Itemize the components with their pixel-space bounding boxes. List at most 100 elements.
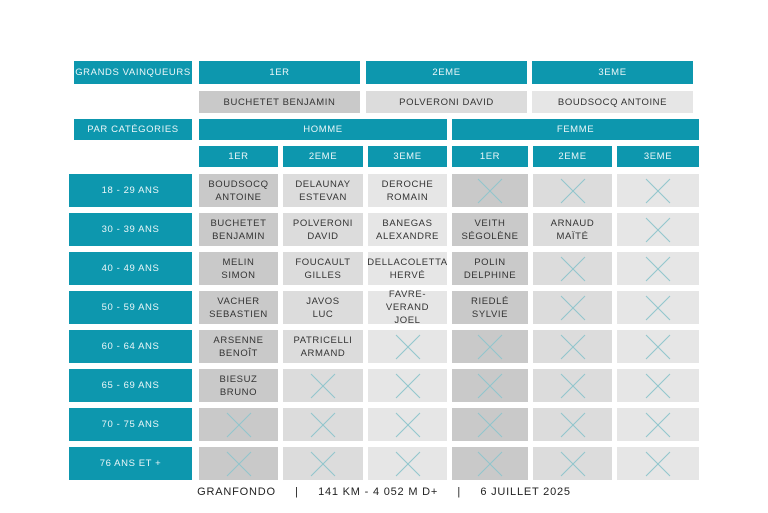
result-cell: FAVRE-VERAND JOEL: [368, 289, 447, 326]
footer: GRANFONDO | 141 KM - 4 052 M D+ | 6 JUIL…: [197, 486, 571, 498]
result-cell: PATRICELLI ARMAND: [283, 330, 363, 363]
empty-cell: [452, 369, 528, 402]
empty-cell: [368, 408, 447, 441]
empty-cell: [617, 447, 699, 480]
empty-cell: [533, 291, 612, 324]
result-cell: JAVOS LUC: [283, 291, 363, 324]
category-label: 18 - 29 ANS: [69, 174, 192, 207]
cross-icon: [645, 451, 671, 476]
result-cell: DELLACOLETTA HERVÉ: [367, 252, 447, 285]
empty-cell: [368, 447, 447, 480]
grands-vainqueurs-label: GRANDS VAINQUEURS: [74, 61, 192, 84]
empty-cell: [533, 174, 612, 207]
category-label: 50 - 59 ANS: [69, 291, 192, 324]
empty-cell: [452, 174, 528, 207]
category-label: 76 ANS ET +: [69, 447, 192, 480]
cross-icon: [477, 334, 503, 359]
place-header: 2EME: [283, 146, 363, 167]
cross-icon: [395, 451, 420, 476]
cross-icon: [560, 178, 585, 203]
empty-cell: [617, 174, 699, 207]
result-cell: DELAUNAY ESTEVAN: [283, 174, 363, 207]
empty-cell: [283, 408, 363, 441]
empty-cell: [452, 330, 528, 363]
footer-event: GRANFONDO: [197, 486, 276, 498]
result-cell: BUCHETET BENJAMIN: [199, 213, 278, 246]
cross-icon: [645, 412, 671, 437]
result-cell: BIESUZ BRUNO: [199, 369, 278, 402]
winner-name: BOUDSOCQ ANTOINE: [532, 91, 693, 113]
empty-cell: [533, 330, 612, 363]
cross-icon: [560, 295, 585, 320]
cross-icon: [395, 334, 420, 359]
empty-cell: [452, 447, 528, 480]
empty-cell: [199, 408, 278, 441]
cross-icon: [645, 256, 671, 281]
cross-icon: [477, 451, 503, 476]
footer-date: 6 JUILLET 2025: [480, 486, 571, 498]
cross-icon: [560, 412, 585, 437]
winner-name: BUCHETET BENJAMIN: [199, 91, 360, 113]
result-cell: ARNAUD MAÏTÉ: [533, 213, 612, 246]
cross-icon: [477, 178, 503, 203]
result-cell: MELIN SIMON: [199, 252, 278, 285]
empty-cell: [283, 447, 363, 480]
cross-icon: [310, 451, 336, 476]
result-cell: VACHER SEBASTIEN: [199, 291, 278, 324]
cross-icon: [560, 256, 585, 281]
empty-cell: [533, 447, 612, 480]
category-label: 40 - 49 ANS: [69, 252, 192, 285]
empty-cell: [617, 408, 699, 441]
category-label: 60 - 64 ANS: [69, 330, 192, 363]
empty-cell: [283, 369, 363, 402]
category-label: 30 - 39 ANS: [69, 213, 192, 246]
empty-cell: [617, 213, 699, 246]
place-header: 3EME: [617, 146, 699, 167]
cross-icon: [310, 412, 336, 437]
cross-icon: [395, 412, 420, 437]
empty-cell: [617, 330, 699, 363]
categories-label: PAR CATÉGORIES: [74, 119, 192, 140]
cross-icon: [645, 217, 671, 242]
winner-name: POLVERONI DAVID: [366, 91, 527, 113]
place-header: 2EME: [533, 146, 612, 167]
category-label: 70 - 75 ANS: [69, 408, 192, 441]
empty-cell: [533, 252, 612, 285]
empty-cell: [533, 408, 612, 441]
result-cell: ARSENNE BENOÎT: [199, 330, 278, 363]
cross-icon: [560, 451, 585, 476]
winner-place-header: 1ER: [199, 61, 360, 84]
place-header: 1ER: [199, 146, 278, 167]
result-cell: POLIN DELPHINE: [452, 252, 528, 285]
result-cell: DEROCHE ROMAIN: [368, 174, 447, 207]
empty-cell: [452, 408, 528, 441]
cross-icon: [560, 334, 585, 359]
cross-icon: [226, 451, 251, 476]
cross-icon: [226, 412, 251, 437]
footer-distance: 141 KM - 4 052 M D+: [318, 486, 439, 498]
cross-icon: [560, 373, 585, 398]
result-cell: RIEDLÉ SYLVIE: [452, 291, 528, 324]
empty-cell: [199, 447, 278, 480]
empty-cell: [533, 369, 612, 402]
cross-icon: [477, 412, 503, 437]
empty-cell: [368, 330, 447, 363]
cross-icon: [395, 373, 420, 398]
category-label: 65 - 69 ANS: [69, 369, 192, 402]
place-header: 1ER: [452, 146, 528, 167]
cross-icon: [645, 178, 671, 203]
result-cell: POLVERONI DAVID: [283, 213, 363, 246]
gender-header-femme: FEMME: [452, 119, 699, 140]
empty-cell: [617, 369, 699, 402]
empty-cell: [368, 369, 447, 402]
result-cell: FOUCAULT GILLES: [283, 252, 363, 285]
cross-icon: [645, 295, 671, 320]
winner-place-header: 2EME: [366, 61, 527, 84]
cross-icon: [477, 373, 503, 398]
empty-cell: [617, 291, 699, 324]
gender-header-homme: HOMME: [199, 119, 447, 140]
empty-cell: [617, 252, 699, 285]
cross-icon: [645, 373, 671, 398]
winner-place-header: 3EME: [532, 61, 693, 84]
result-cell: BOUDSOCQ ANTOINE: [199, 174, 278, 207]
